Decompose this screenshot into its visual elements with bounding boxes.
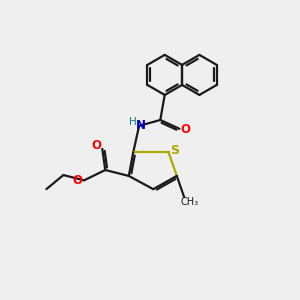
- Text: S: S: [170, 144, 179, 158]
- Text: O: O: [92, 139, 101, 152]
- Text: O: O: [73, 174, 82, 188]
- Text: O: O: [180, 123, 190, 136]
- Text: H: H: [129, 117, 136, 127]
- Text: CH₃: CH₃: [180, 197, 199, 207]
- Text: N: N: [136, 119, 146, 132]
